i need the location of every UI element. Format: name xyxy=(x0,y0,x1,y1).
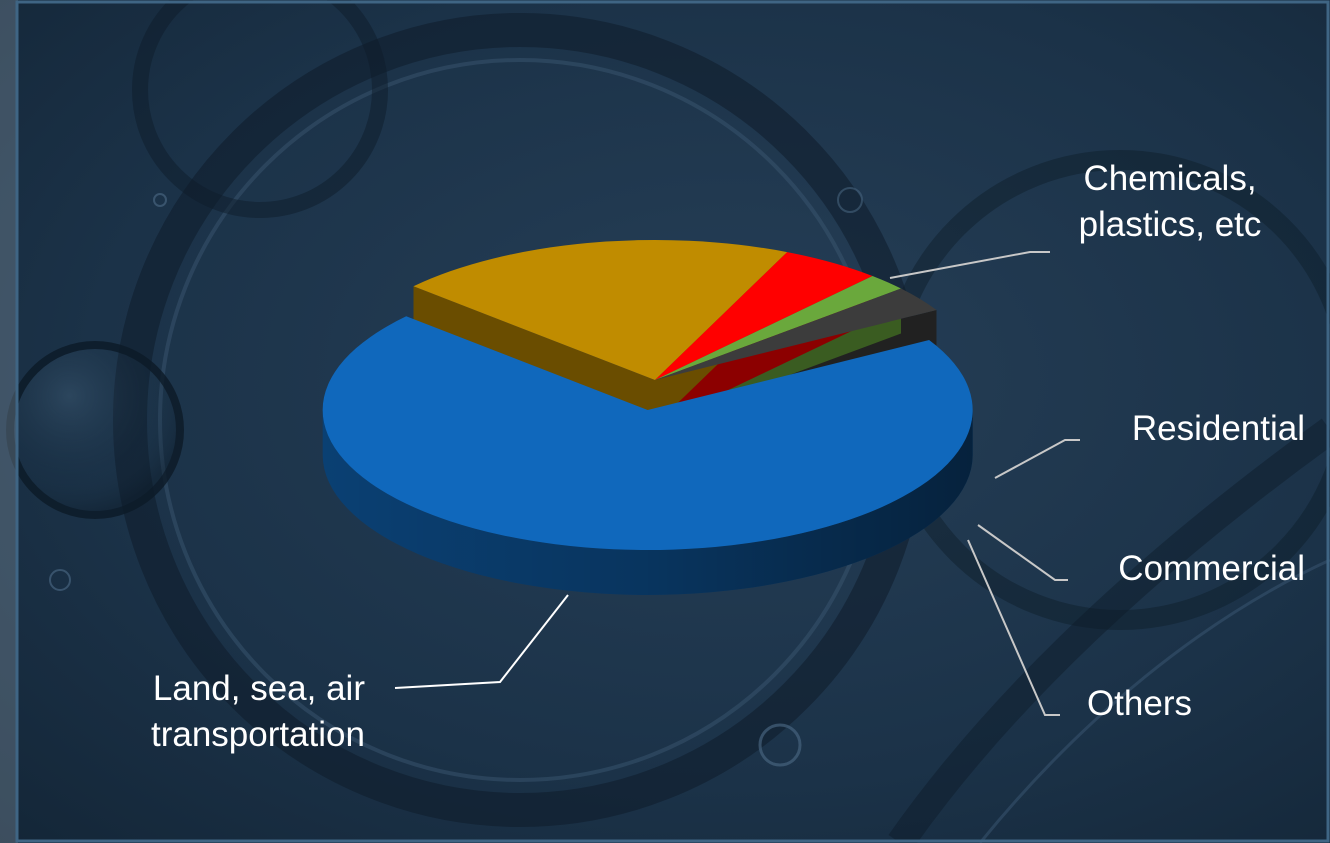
leader-line-land-sea-air-transportation xyxy=(394,594,569,689)
pie-slice-commercial xyxy=(655,276,901,380)
pie-slice-residential xyxy=(655,252,873,380)
background-bubble xyxy=(49,569,71,591)
leader-line-others xyxy=(967,539,1060,716)
pie-slice-land-sea-air-transportation xyxy=(322,316,973,551)
pie-slice-others xyxy=(655,288,937,380)
background-bubble xyxy=(132,0,388,218)
slide-frame xyxy=(15,0,1330,843)
pie-slice-tops xyxy=(322,239,973,551)
slide-frame xyxy=(0,0,18,843)
leader-line-chemicals-plastics-etc xyxy=(889,251,1050,279)
pie-slice-side-shading xyxy=(322,410,973,595)
background-bubble xyxy=(6,341,184,519)
leader-line-residential xyxy=(994,439,1080,479)
background-bubble xyxy=(837,187,863,213)
slice-label-residential: Residential xyxy=(1132,409,1305,448)
background-bubble xyxy=(758,723,802,767)
background-bubble xyxy=(153,193,167,207)
background-streak xyxy=(888,418,1330,843)
background-streak xyxy=(978,558,1330,843)
slice-label-commercial: Commercial xyxy=(1118,549,1305,588)
slice-label-others: Others xyxy=(1087,684,1192,723)
leader-line-commercial xyxy=(977,524,1068,581)
slice-labels: Land, sea, air transportation Chemicals, pl… xyxy=(151,159,1305,754)
slice-label-land-sea-air-transportation: Land, sea, air xyxy=(153,669,365,708)
slice-label-chemicals-plastics-etc: Chemicals, xyxy=(1083,159,1256,198)
leader-lines xyxy=(394,251,1080,716)
slice-label-chemicals-plastics-etc: plastics, etc xyxy=(1079,205,1262,244)
slice-label-land-sea-air-transportation: transportation xyxy=(151,715,365,754)
pie-slice-chemicals-plastics-etc xyxy=(413,239,788,380)
